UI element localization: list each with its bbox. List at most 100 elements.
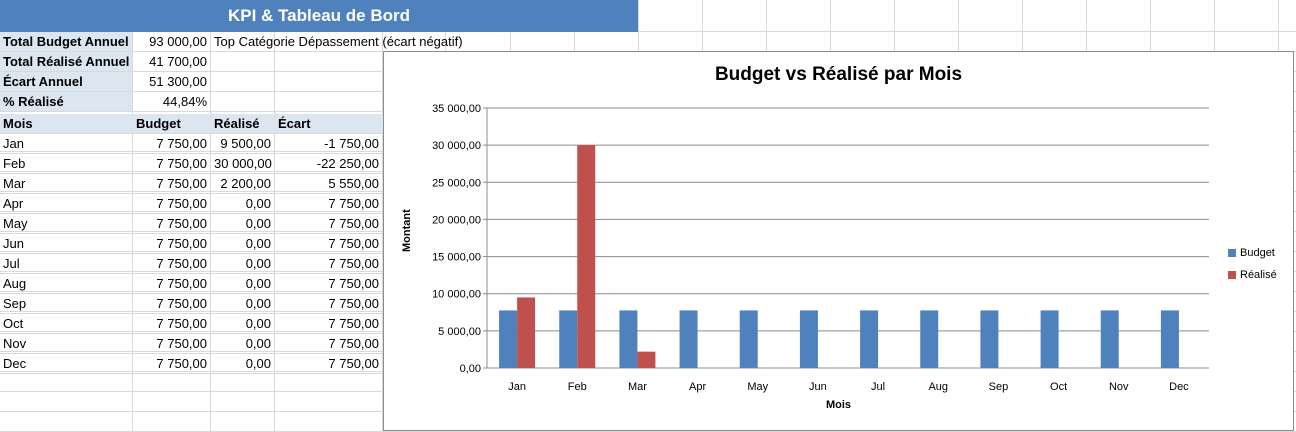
table-cell-budget[interactable]: 7 750,00 (133, 274, 211, 294)
kpi-label-cell[interactable]: Total Réalisé Annuel (0, 52, 133, 72)
table-cell-realise[interactable]: 0,00 (211, 354, 275, 374)
table-cell-realise[interactable]: 0,00 (211, 234, 275, 254)
kpi-label-cell[interactable]: Écart Annuel (0, 72, 133, 92)
y-tick-label: 10 000,00 (432, 289, 481, 301)
table-cell-mois[interactable]: Aug (0, 274, 133, 294)
kpi-value-cell[interactable]: 41 700,00 (133, 52, 211, 72)
bar-budget-sep (980, 310, 999, 368)
bar-budget-oct (1040, 310, 1059, 368)
bar-budget-feb (559, 310, 578, 368)
y-tick-label: 20 000,00 (432, 214, 481, 226)
table-cell-budget[interactable]: 7 750,00 (133, 334, 211, 354)
table-cell-ecart[interactable]: 7 750,00 (275, 234, 383, 254)
table-cell-mois[interactable]: Jun (0, 234, 133, 254)
table-cell-mois[interactable]: Nov (0, 334, 133, 354)
x-axis-label: Mois (825, 399, 852, 411)
table-cell-realise[interactable]: 0,00 (211, 274, 275, 294)
table-cell-mois[interactable]: Feb (0, 154, 133, 174)
bar-budget-jul (860, 310, 879, 368)
table-cell-ecart[interactable]: 5 550,00 (275, 174, 383, 194)
table-cell-budget[interactable]: 7 750,00 (133, 254, 211, 274)
table-cell-realise[interactable]: 0,00 (211, 254, 275, 274)
table-cell-mois[interactable]: Sep (0, 294, 133, 314)
x-tick-label: Nov (1109, 381, 1129, 393)
table-cell-budget[interactable]: 7 750,00 (133, 174, 211, 194)
bar-budget-apr (679, 310, 698, 368)
table-cell-ecart[interactable]: 7 750,00 (275, 194, 383, 214)
bar-budget-may (739, 310, 758, 368)
bar-budget-nov (1100, 310, 1119, 368)
x-tick-label: Jun (809, 381, 827, 393)
table-cell-realise[interactable]: 2 200,00 (211, 174, 275, 194)
table-cell-mois[interactable]: May (0, 214, 133, 234)
bar-budget-jan (499, 310, 518, 368)
x-tick-label: Apr (689, 381, 706, 393)
table-cell-mois[interactable]: Jul (0, 254, 133, 274)
table-cell-realise[interactable]: 0,00 (211, 194, 275, 214)
table-cell-realise[interactable]: 0,00 (211, 214, 275, 234)
x-tick-label: Feb (568, 381, 587, 393)
legend-item-realise: Réalisé (1228, 264, 1277, 286)
table-cell-budget[interactable]: 7 750,00 (133, 314, 211, 334)
y-tick-label: 35 000,00 (432, 103, 481, 115)
x-tick-label: Dec (1169, 381, 1189, 393)
kpi-value-cell[interactable]: 51 300,00 (133, 72, 211, 92)
table-header-budget[interactable]: Budget (133, 114, 211, 134)
y-axis-label: Montant (401, 209, 413, 252)
top-category-cell[interactable]: Top Catégorie Dépassement (écart négatif… (211, 32, 463, 52)
table-cell-realise[interactable]: 9 500,00 (211, 134, 275, 154)
y-tick-label: 25 000,00 (432, 177, 481, 189)
x-tick-label: Sep (989, 381, 1009, 393)
table-cell-budget[interactable]: 7 750,00 (133, 234, 211, 254)
table-cell-ecart[interactable]: 7 750,00 (275, 334, 383, 354)
table-cell-ecart[interactable]: 7 750,00 (275, 214, 383, 234)
bar-budget-dec (1160, 310, 1179, 368)
x-tick-label: Jul (871, 381, 885, 393)
table-cell-ecart[interactable]: 7 750,00 (275, 354, 383, 374)
table-cell-realise[interactable]: 0,00 (211, 334, 275, 354)
bar-budget-jun (799, 310, 818, 368)
kpi-label-cell[interactable]: % Réalisé (0, 92, 133, 112)
bar-realise-mar (637, 351, 656, 368)
table-cell-budget[interactable]: 7 750,00 (133, 294, 211, 314)
table-cell-ecart[interactable]: -22 250,00 (275, 154, 383, 174)
table-cell-budget[interactable]: 7 750,00 (133, 194, 211, 214)
dashboard-title[interactable]: KPI & Tableau de Bord (0, 0, 638, 32)
kpi-value-cell[interactable]: 44,84% (133, 92, 211, 112)
table-cell-realise[interactable]: 30 000,00 (211, 154, 275, 174)
y-tick-label: 30 000,00 (432, 140, 481, 152)
table-cell-mois[interactable]: Jan (0, 134, 133, 154)
x-tick-label: Jan (508, 381, 526, 393)
table-cell-ecart[interactable]: 7 750,00 (275, 314, 383, 334)
legend-label-budget: Budget (1240, 247, 1275, 259)
table-header-mois[interactable]: Mois (0, 114, 133, 134)
kpi-label-cell[interactable]: Total Budget Annuel (0, 32, 133, 52)
table-cell-ecart[interactable]: -1 750,00 (275, 134, 383, 154)
legend-swatch-budget (1228, 249, 1236, 257)
table-cell-budget[interactable]: 7 750,00 (133, 134, 211, 154)
table-cell-mois[interactable]: Oct (0, 314, 133, 334)
chart-legend: Budget Réalisé (1228, 242, 1277, 286)
table-cell-ecart[interactable]: 7 750,00 (275, 254, 383, 274)
budget-chart[interactable]: Budget vs Réalisé par Mois 0,00 5 000,00 1… (383, 51, 1294, 431)
table-cell-ecart[interactable]: 7 750,00 (275, 274, 383, 294)
bar-realise-feb (577, 145, 596, 368)
table-cell-budget[interactable]: 7 750,00 (133, 214, 211, 234)
y-tick-label: 0,00 (460, 363, 481, 375)
kpi-value-cell[interactable]: 93 000,00 (133, 32, 211, 52)
table-cell-ecart[interactable]: 7 750,00 (275, 294, 383, 314)
table-cell-realise[interactable]: 0,00 (211, 314, 275, 334)
table-cell-mois[interactable]: Mar (0, 174, 133, 194)
table-cell-realise[interactable]: 0,00 (211, 294, 275, 314)
legend-swatch-realise (1228, 271, 1236, 279)
x-tick-label: May (747, 381, 768, 393)
y-tick-label: 5 000,00 (438, 326, 481, 338)
bar-realise-jan (517, 297, 536, 368)
table-header-realise[interactable]: Réalisé (211, 114, 275, 134)
table-cell-mois[interactable]: Dec (0, 354, 133, 374)
table-cell-mois[interactable]: Apr (0, 194, 133, 214)
table-header-ecart[interactable]: Écart (275, 114, 383, 134)
table-cell-budget[interactable]: 7 750,00 (133, 154, 211, 174)
table-cell-budget[interactable]: 7 750,00 (133, 354, 211, 374)
row-gridline (0, 31, 1296, 32)
